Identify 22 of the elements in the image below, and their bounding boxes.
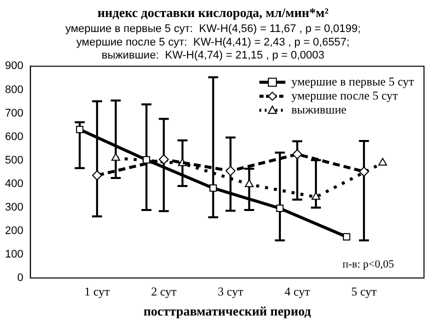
y-tick-label: 500	[4, 154, 24, 166]
x-tick-label: 5 сут	[351, 284, 378, 298]
chart-subtitle: умершие в первые 5 сут: KW-H(4,56) = 11,67 , p = 0,0199; умершие после 5 сут: KW-H(4,41) = 2,43 , p = 0,6557; выжившие: KW-H(4,74) = 21,15 , p = 0,0003	[65, 23, 361, 62]
y-tick-label: 100	[4, 248, 24, 260]
chart-title: индекс доставки кислорода, мл/мин*м²	[98, 5, 329, 20]
y-tick-label: 400	[4, 178, 24, 190]
y-tick-label: 800	[4, 84, 24, 96]
legend-label: выжившие	[291, 102, 346, 116]
x-tick-label: 4 сут	[284, 284, 311, 298]
y-tick-label: 0	[17, 272, 24, 284]
x-tick-label: 1 сут	[84, 284, 111, 298]
y-tick-label: 900	[4, 60, 24, 72]
annotation: п-в: p<0,05	[342, 258, 394, 270]
y-tick-label: 200	[4, 224, 24, 237]
x-tick-label: 2 сут	[151, 284, 178, 298]
y-tick-label: 600	[4, 130, 24, 143]
y-tick-label: 300	[4, 201, 24, 214]
x-axis-title: посттравматический период	[143, 304, 312, 319]
legend-label: умершие в первые 5 сут	[291, 74, 415, 88]
x-tick-label: 3 сут	[218, 284, 244, 298]
y-tick-label: 700	[4, 107, 24, 120]
legend-label: умершие после 5 сут	[291, 88, 399, 102]
